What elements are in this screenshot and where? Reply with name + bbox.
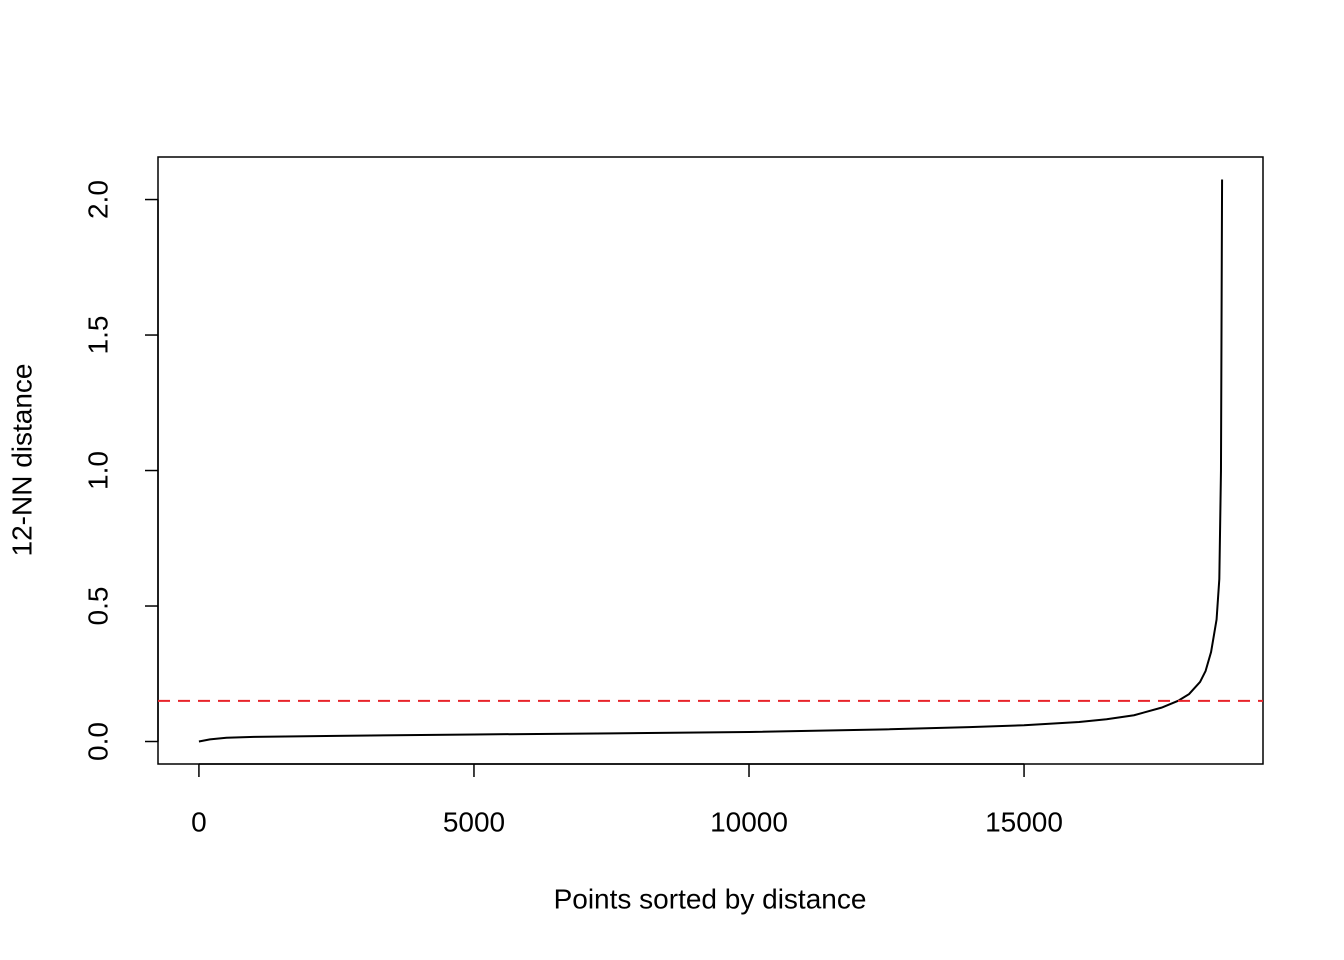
y-tick-label: 1.5 bbox=[82, 316, 113, 355]
y-tick-label: 1.0 bbox=[82, 451, 113, 490]
y-tick-label: 2.0 bbox=[82, 180, 113, 219]
x-tick-label: 15000 bbox=[985, 806, 1063, 837]
x-tick-label: 10000 bbox=[710, 806, 788, 837]
y-axis-label: 12-NN distance bbox=[6, 364, 37, 557]
y-tick-label: 0.5 bbox=[82, 587, 113, 626]
x-axis-label: Points sorted by distance bbox=[554, 883, 867, 914]
plot-frame bbox=[157, 156, 1264, 765]
y-tick-label: 0.0 bbox=[82, 722, 113, 761]
data-line bbox=[198, 179, 1224, 743]
x-tick-label: 5000 bbox=[443, 806, 505, 837]
x-tick-label: 0 bbox=[191, 806, 207, 837]
